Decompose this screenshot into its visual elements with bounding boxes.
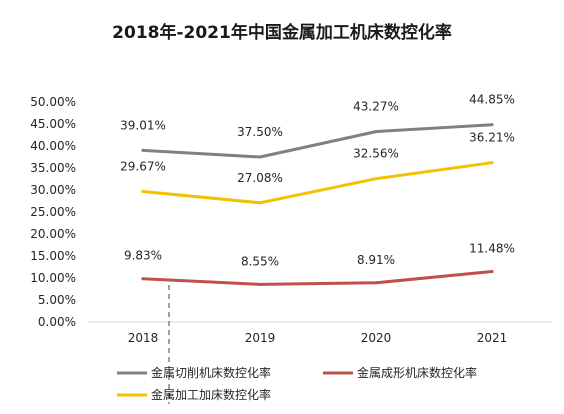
y-tick-label: 0.00% — [38, 315, 76, 329]
x-tick-label: 2018 — [128, 331, 159, 345]
data-point — [258, 155, 262, 159]
data-label: 27.08% — [237, 171, 283, 185]
data-label: 32.56% — [353, 147, 399, 161]
y-tick-label: 35.00% — [30, 161, 76, 175]
legend-item: 金属加工加床数控化率 — [117, 387, 271, 402]
legend-item: 金属切削机床数控化率 — [117, 365, 271, 380]
series-line — [141, 161, 494, 205]
x-tick-label: 2020 — [361, 331, 392, 345]
x-tick-label: 2021 — [477, 331, 508, 345]
y-tick-label: 30.00% — [30, 183, 76, 197]
y-tick-label: 25.00% — [30, 205, 76, 219]
x-tick-label: 2019 — [245, 331, 276, 345]
data-label: 8.91% — [357, 253, 395, 267]
y-tick-label: 40.00% — [30, 139, 76, 153]
legend-label: 金属切削机床数控化率 — [151, 365, 271, 380]
y-tick-label: 5.00% — [38, 293, 76, 307]
legend-label: 金属加工加床数控化率 — [151, 387, 271, 402]
data-label: 36.21% — [469, 131, 515, 145]
data-label: 39.01% — [120, 118, 166, 132]
y-tick-label: 15.00% — [30, 249, 76, 263]
series-line — [141, 270, 494, 286]
data-point — [374, 281, 378, 285]
chart-title: 2018年-2021年中国金属加工机床数控化率 — [112, 22, 452, 43]
data-point — [374, 177, 378, 181]
y-tick-label: 10.00% — [30, 271, 76, 285]
y-tick-label: 45.00% — [30, 117, 76, 131]
data-label: 37.50% — [237, 125, 283, 139]
data-point — [490, 161, 494, 165]
data-point — [141, 189, 145, 193]
data-label: 11.48% — [469, 241, 515, 255]
legend-label: 金属成形机床数控化率 — [357, 365, 477, 380]
legend-item: 金属成形机床数控化率 — [323, 365, 477, 380]
data-point — [141, 277, 145, 281]
plot-area: 0.00% 5.00% 10.00% 15.00% 20.00% 25.00% 30.00%… — [30, 93, 552, 404]
data-point — [141, 148, 145, 152]
data-label: 44.85% — [469, 93, 515, 107]
data-point — [258, 282, 262, 286]
series-line — [141, 123, 494, 159]
y-tick-label: 50.00% — [30, 95, 76, 109]
data-point — [258, 201, 262, 205]
data-point — [490, 123, 494, 127]
data-point — [374, 130, 378, 134]
data-label: 9.83% — [124, 249, 162, 263]
data-label: 43.27% — [353, 100, 399, 114]
data-label: 8.55% — [241, 254, 279, 268]
data-point — [490, 269, 494, 273]
data-label: 29.67% — [120, 159, 166, 173]
y-tick-label: 20.00% — [30, 227, 76, 241]
